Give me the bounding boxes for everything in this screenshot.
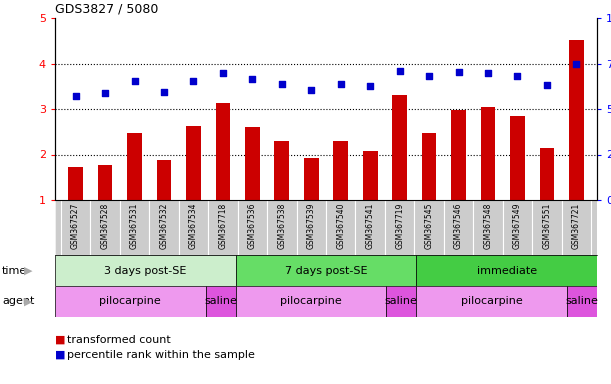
Point xyxy=(247,76,257,83)
Point xyxy=(306,87,316,93)
Bar xyxy=(363,151,378,200)
Bar xyxy=(186,126,201,200)
Bar xyxy=(304,158,318,200)
Text: ▶: ▶ xyxy=(24,265,32,275)
Text: GSM367528: GSM367528 xyxy=(101,203,109,249)
Bar xyxy=(334,141,348,200)
Bar xyxy=(451,110,466,200)
Point xyxy=(189,78,199,84)
Text: pilocarpine: pilocarpine xyxy=(100,296,161,306)
Bar xyxy=(481,107,496,200)
Point xyxy=(542,82,552,88)
Bar xyxy=(274,141,289,200)
Point xyxy=(571,60,581,66)
Text: GSM367548: GSM367548 xyxy=(483,203,492,249)
Point xyxy=(130,78,139,84)
Text: ■: ■ xyxy=(55,350,65,360)
Point xyxy=(395,68,404,74)
Text: pilocarpine: pilocarpine xyxy=(461,296,522,306)
Bar xyxy=(236,286,386,317)
Bar xyxy=(156,161,171,200)
Text: immediate: immediate xyxy=(477,265,536,275)
Bar xyxy=(474,200,503,255)
Bar xyxy=(205,286,236,317)
Text: GSM367718: GSM367718 xyxy=(218,203,227,249)
Text: agent: agent xyxy=(2,296,34,306)
Bar xyxy=(245,127,260,200)
Point xyxy=(424,73,434,79)
Bar xyxy=(444,200,474,255)
Text: GSM367531: GSM367531 xyxy=(130,203,139,249)
Bar xyxy=(416,286,567,317)
Point xyxy=(100,90,110,96)
Text: GSM367541: GSM367541 xyxy=(366,203,375,249)
Bar xyxy=(326,200,356,255)
Bar xyxy=(68,167,83,200)
Text: GSM367538: GSM367538 xyxy=(277,203,287,249)
Text: GSM367719: GSM367719 xyxy=(395,203,404,249)
Bar xyxy=(416,255,597,286)
Point xyxy=(483,70,493,76)
Bar xyxy=(216,103,230,200)
Point xyxy=(453,69,463,75)
Bar xyxy=(510,116,525,200)
Text: GSM367534: GSM367534 xyxy=(189,203,198,249)
Text: GSM367545: GSM367545 xyxy=(425,203,434,249)
Text: GSM367532: GSM367532 xyxy=(159,203,169,249)
Text: transformed count: transformed count xyxy=(67,335,170,345)
Point xyxy=(71,93,81,99)
Bar xyxy=(540,148,554,200)
Text: time: time xyxy=(2,265,27,275)
Bar xyxy=(127,133,142,200)
Text: GDS3827 / 5080: GDS3827 / 5080 xyxy=(55,3,158,16)
Bar xyxy=(267,200,296,255)
Bar xyxy=(98,164,112,200)
Bar xyxy=(61,200,90,255)
Bar xyxy=(414,200,444,255)
Text: pilocarpine: pilocarpine xyxy=(280,296,342,306)
Bar xyxy=(296,200,326,255)
Text: saline: saline xyxy=(204,296,237,306)
Bar xyxy=(149,200,178,255)
Text: GSM367539: GSM367539 xyxy=(307,203,316,249)
Point xyxy=(159,89,169,95)
Point xyxy=(513,73,522,79)
Text: ▶: ▶ xyxy=(24,296,32,306)
Bar xyxy=(562,200,591,255)
Bar xyxy=(386,286,416,317)
Text: saline: saline xyxy=(385,296,418,306)
Point xyxy=(365,83,375,89)
Text: GSM367549: GSM367549 xyxy=(513,203,522,249)
Bar xyxy=(392,95,407,200)
Bar xyxy=(422,132,436,200)
Bar xyxy=(503,200,532,255)
Bar xyxy=(55,255,236,286)
Point xyxy=(277,81,287,87)
Bar xyxy=(120,200,149,255)
Point xyxy=(218,70,228,76)
Text: saline: saline xyxy=(566,296,598,306)
Text: GSM367546: GSM367546 xyxy=(454,203,463,249)
Text: GSM367536: GSM367536 xyxy=(248,203,257,249)
Bar xyxy=(238,200,267,255)
Text: 7 days post-SE: 7 days post-SE xyxy=(285,265,367,275)
Text: ■: ■ xyxy=(55,335,65,345)
Bar xyxy=(385,200,414,255)
Bar xyxy=(90,200,120,255)
Text: GSM367540: GSM367540 xyxy=(336,203,345,249)
Point xyxy=(336,81,346,87)
Bar xyxy=(55,286,205,317)
Text: 3 days post-SE: 3 days post-SE xyxy=(104,265,186,275)
Bar xyxy=(567,286,597,317)
Text: GSM367527: GSM367527 xyxy=(71,203,80,249)
Text: percentile rank within the sample: percentile rank within the sample xyxy=(67,350,255,360)
Bar xyxy=(208,200,238,255)
Text: GSM367721: GSM367721 xyxy=(572,203,581,249)
Bar xyxy=(532,200,562,255)
Bar xyxy=(569,40,584,200)
Bar xyxy=(178,200,208,255)
Bar xyxy=(356,200,385,255)
Text: GSM367551: GSM367551 xyxy=(543,203,551,249)
Bar xyxy=(236,255,416,286)
